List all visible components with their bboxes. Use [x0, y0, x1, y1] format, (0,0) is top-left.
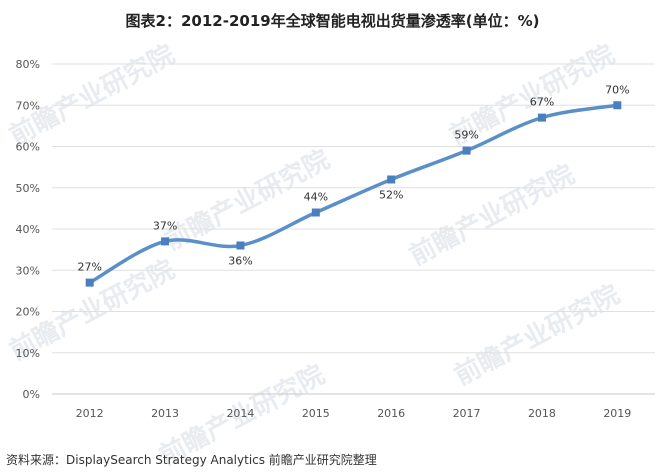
x-tick-label: 2015	[302, 407, 330, 420]
data-point	[236, 241, 245, 250]
data-point	[85, 278, 94, 287]
y-tick-label: 70%	[16, 99, 40, 112]
data-point	[161, 237, 170, 246]
source-note: 资料来源：DisplaySearch Strategy Analytics 前瞻…	[6, 453, 377, 467]
x-tick-label: 2017	[453, 407, 481, 420]
data-point	[387, 175, 396, 184]
x-tick-label: 2016	[377, 407, 405, 420]
data-label: 37%	[153, 219, 177, 232]
y-tick-label: 40%	[16, 223, 40, 236]
data-point	[311, 208, 320, 217]
y-tick-label: 50%	[16, 182, 40, 195]
x-tick-label: 2019	[603, 407, 631, 420]
data-point	[462, 146, 471, 155]
x-tick-label: 2014	[226, 407, 254, 420]
data-label: 59%	[454, 129, 478, 142]
data-label: 52%	[379, 189, 403, 202]
y-tick-label: 60%	[16, 141, 40, 154]
data-label: 27%	[77, 261, 101, 274]
data-label: 67%	[530, 96, 554, 109]
y-tick-label: 80%	[16, 58, 40, 71]
chart-title: 图表2：2012-2019年全球智能电视出货量渗透率(单位：%)	[125, 12, 540, 30]
y-tick-label: 0%	[23, 388, 40, 401]
y-tick-label: 10%	[16, 347, 40, 360]
y-tick-label: 20%	[16, 306, 40, 319]
y-tick-label: 30%	[16, 264, 40, 277]
data-label: 44%	[304, 191, 328, 204]
data-label: 36%	[228, 255, 252, 268]
series-line	[87, 103, 620, 285]
x-tick-label: 2018	[528, 407, 556, 420]
data-point	[537, 113, 546, 122]
x-tick-label: 2012	[76, 407, 104, 420]
x-tick-label: 2013	[151, 407, 179, 420]
data-point	[613, 101, 622, 110]
data-label: 70%	[605, 83, 629, 96]
